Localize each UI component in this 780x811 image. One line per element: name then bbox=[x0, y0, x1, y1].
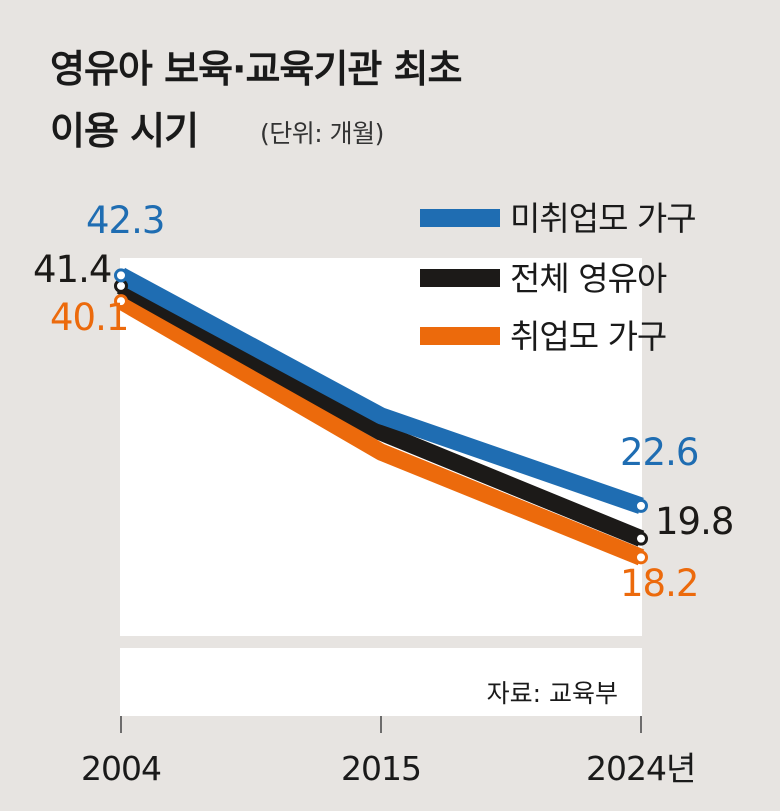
value-label-1-end: 22.6 bbox=[620, 431, 698, 474]
legend-swatch-3 bbox=[420, 327, 500, 345]
source-label: 자료: 교육부 bbox=[487, 679, 618, 708]
series-3-marker-3 bbox=[634, 550, 648, 565]
legend-label-2: 전체 영유아 bbox=[510, 259, 667, 298]
series-line-1 bbox=[116, 267, 644, 514]
unit-label: (단위: 개월) bbox=[260, 119, 384, 148]
series-1-marker-1 bbox=[114, 268, 128, 283]
x-tick-label-1: 2004 bbox=[81, 749, 161, 788]
legend-swatch-1 bbox=[420, 209, 500, 227]
value-label-2-start: 41.4 bbox=[33, 248, 111, 291]
value-label-3-end: 18.2 bbox=[620, 562, 698, 605]
series-1-marker-3 bbox=[634, 498, 648, 513]
value-label-2-end: 19.8 bbox=[655, 500, 733, 543]
series-line-3 bbox=[116, 293, 645, 566]
series-3-marker-1 bbox=[114, 294, 128, 309]
legend-label-1: 미취업모 가구 bbox=[510, 199, 696, 238]
legend-label-3: 취업모 가구 bbox=[510, 317, 666, 356]
x-tick-label-2: 2015 bbox=[341, 749, 421, 788]
chart-title-line2: 이용 시기 bbox=[50, 109, 199, 153]
chart-title-line1: 영유아 보육·교육기관 최초 bbox=[50, 47, 462, 91]
series-line-2 bbox=[116, 278, 645, 547]
legend-swatch-2 bbox=[420, 269, 500, 287]
source-panel bbox=[120, 648, 642, 716]
value-label-3-start: 40.1 bbox=[50, 296, 128, 339]
x-tick-label-3: 2024년 bbox=[586, 749, 695, 788]
series-2-marker-3 bbox=[634, 531, 648, 546]
value-label-1-start: 42.3 bbox=[86, 199, 164, 242]
